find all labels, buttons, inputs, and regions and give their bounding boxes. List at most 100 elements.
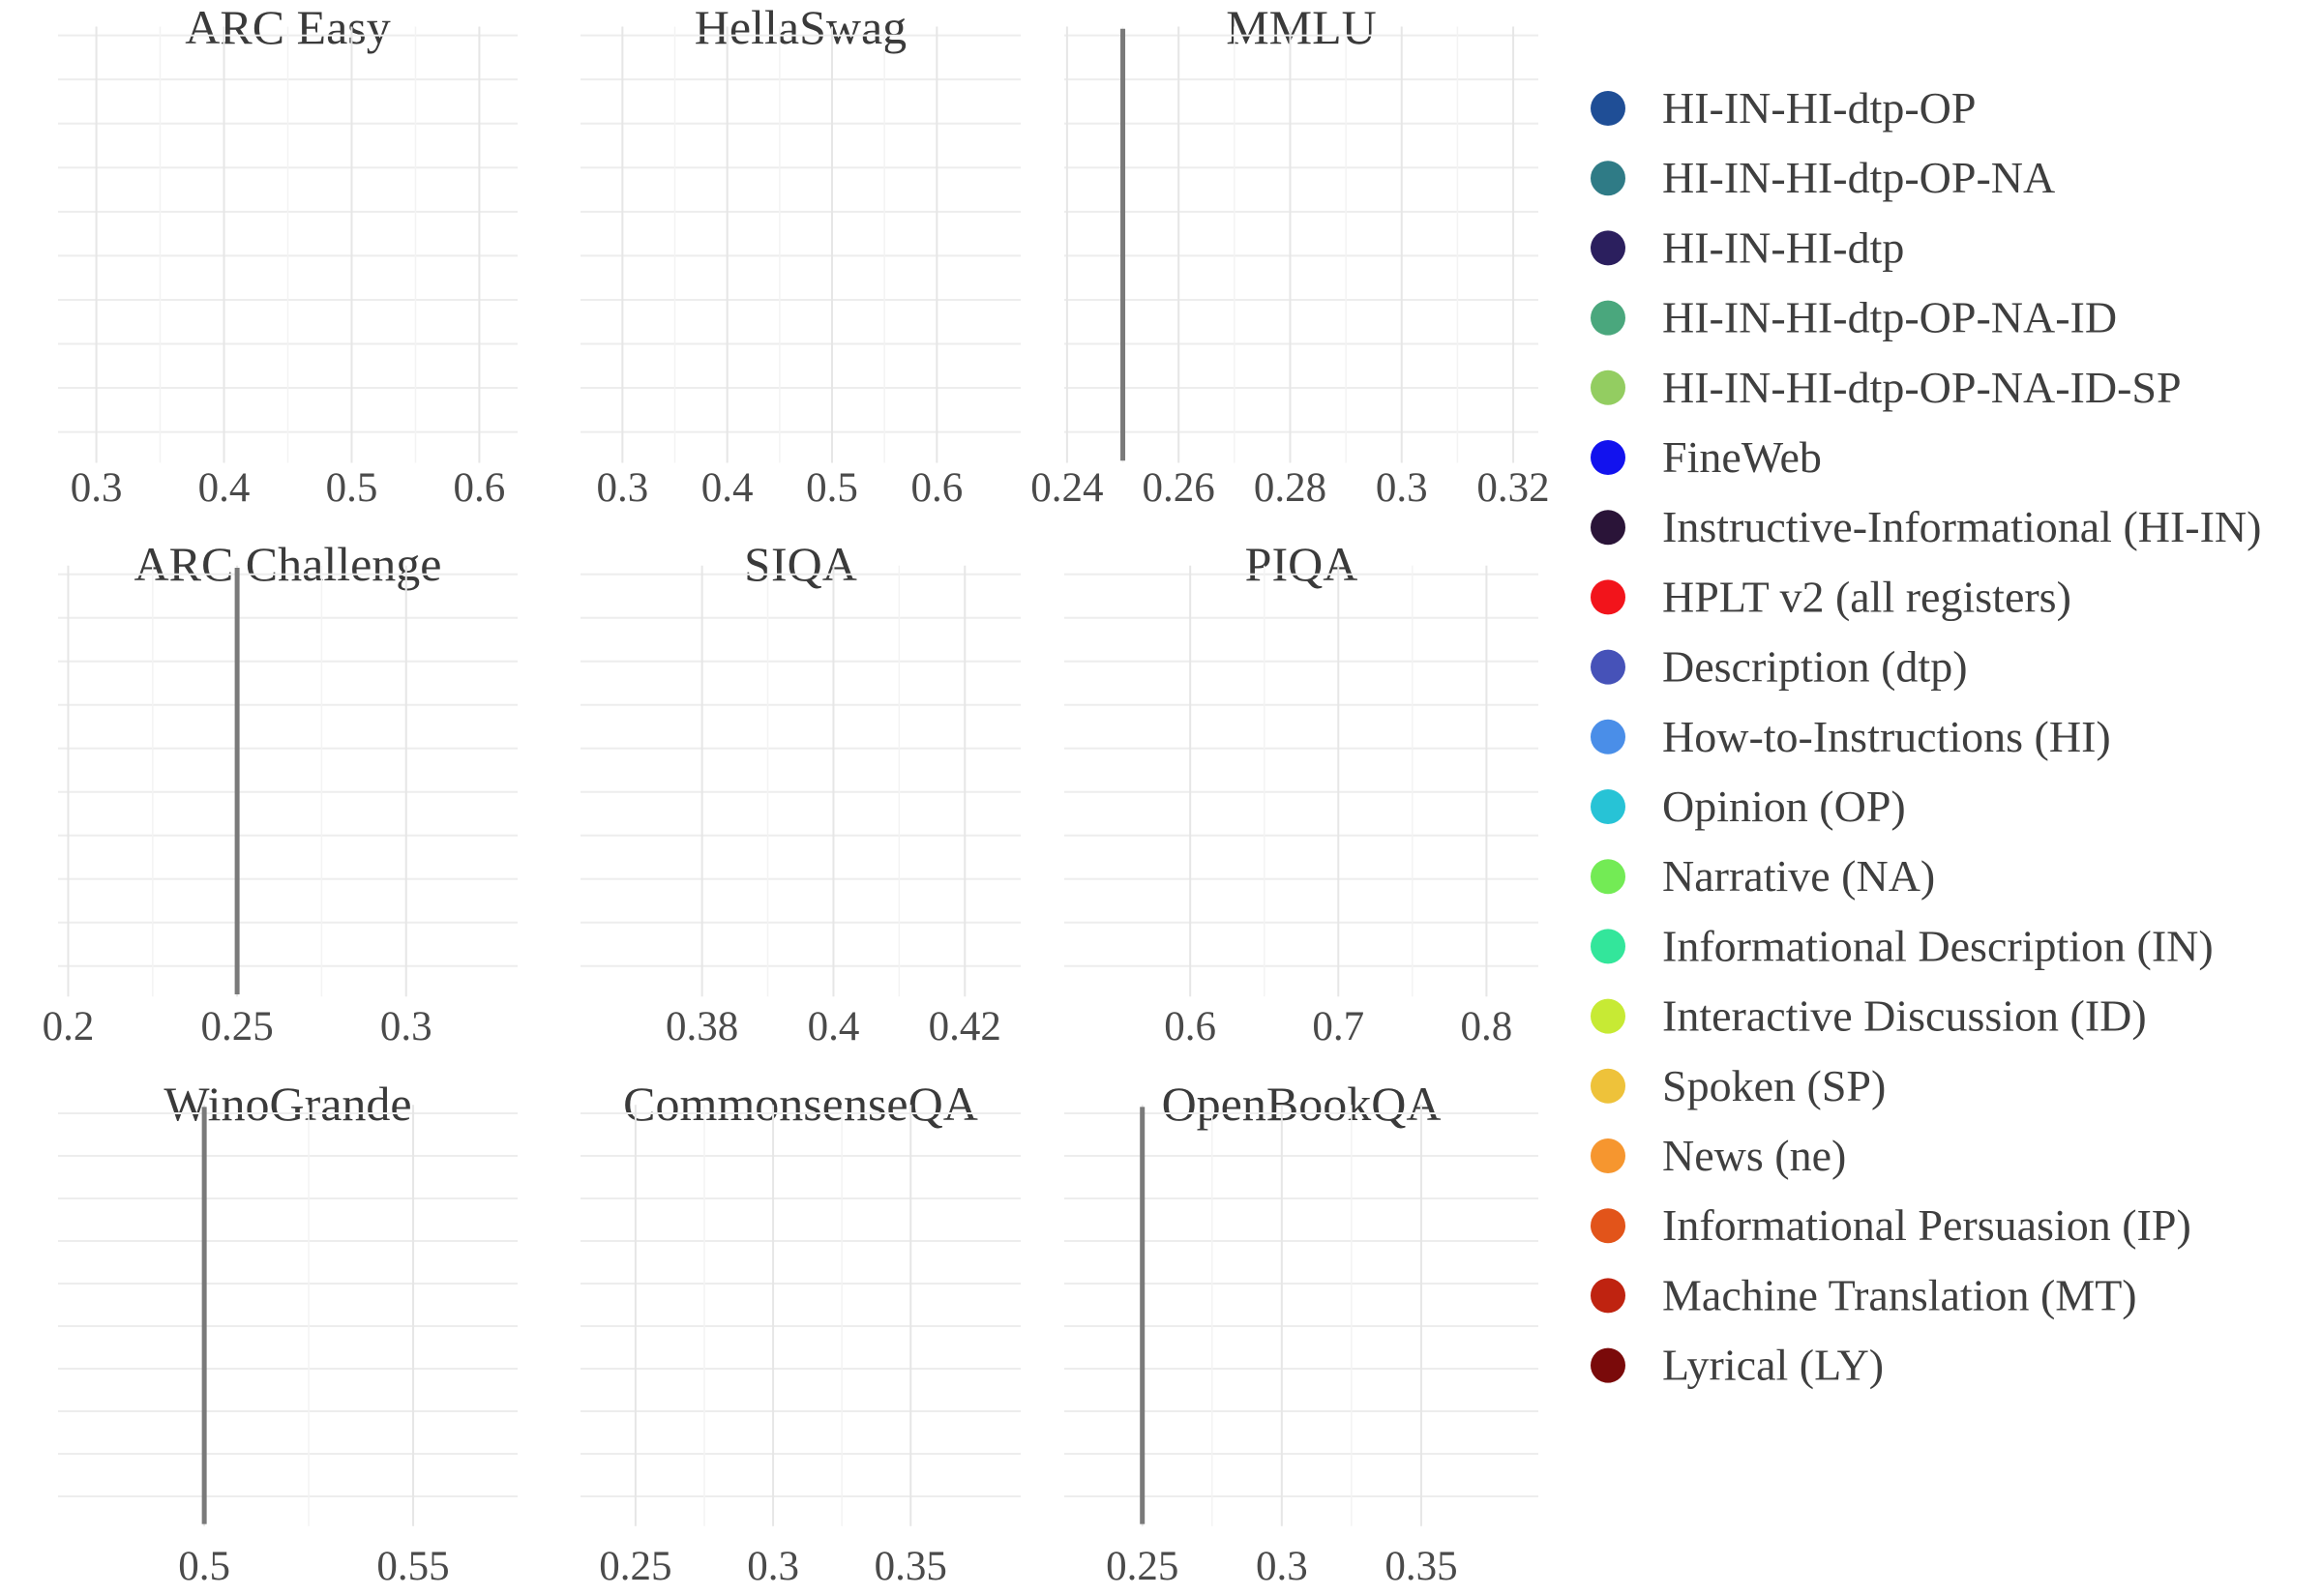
legend-item: HPLT v2 (all registers)	[1591, 572, 2071, 621]
legend-item: How-to-Instructions (HI)	[1591, 712, 2111, 761]
legend-item: HI-IN-HI-dtp-OP	[1591, 83, 1976, 133]
legend-item: HI-IN-HI-dtp-OP-NA-ID-SP	[1591, 363, 2182, 412]
legend-swatch	[1591, 510, 1625, 546]
legend-label: Opinion (OP)	[1662, 782, 1906, 831]
x-tick-label: 0.28	[1254, 465, 1326, 511]
legend-label: Narrative (NA)	[1662, 851, 1935, 901]
x-tick-label: 0.25	[599, 1544, 671, 1589]
legend-label: Spoken (SP)	[1662, 1061, 1886, 1110]
x-tick-label: 0.3	[71, 465, 123, 511]
legend-swatch	[1591, 929, 1625, 964]
legend-swatch	[1591, 230, 1625, 266]
x-tick-label: 0.3	[596, 465, 648, 511]
x-tick-label: 0.55	[376, 1544, 449, 1589]
legend-swatch	[1591, 1347, 1625, 1383]
x-tick-label: 0.4	[808, 1004, 860, 1049]
legend-label: HPLT v2 (all registers)	[1662, 572, 2071, 621]
x-tick-label: 0.6	[1164, 1004, 1216, 1049]
legend-item: Narrative (NA)	[1591, 851, 1935, 901]
legend-swatch	[1591, 579, 1625, 615]
legend-swatch	[1591, 1068, 1625, 1104]
x-tick-label: 0.5	[806, 465, 858, 511]
x-tick-label: 0.3	[747, 1544, 799, 1589]
legend-swatch	[1591, 789, 1625, 824]
legend-item: Interactive Discussion (ID)	[1591, 991, 2147, 1041]
x-tick-label: 0.4	[701, 465, 754, 511]
legend: HI-IN-HI-dtp-OP HI-IN-HI-dtp-OP-NA HI-IN-H…	[1591, 83, 2261, 1390]
x-tick-label: 0.7	[1312, 1004, 1364, 1049]
x-tick-label: 0.4	[198, 465, 251, 511]
x-tick-label: 0.2	[43, 1004, 95, 1049]
x-tick-label: 0.42	[929, 1004, 1001, 1049]
legend-item: Informational Persuasion (IP)	[1591, 1200, 2191, 1250]
legend-label: Lyrical (LY)	[1662, 1341, 1884, 1390]
legend-item: Spoken (SP)	[1591, 1061, 1886, 1110]
x-tick-label: 0.6	[910, 465, 963, 511]
legend-swatch	[1591, 91, 1625, 126]
legend-swatch	[1591, 1278, 1625, 1314]
legend-item: Description (dtp)	[1591, 642, 1968, 692]
legend-swatch	[1591, 161, 1625, 196]
legend-label: HI-IN-HI-dtp	[1662, 222, 1904, 272]
legend-swatch	[1591, 719, 1625, 754]
legend-label: Description (dtp)	[1662, 642, 1968, 692]
legend-swatch	[1591, 369, 1625, 405]
x-tick-label: 0.6	[454, 465, 506, 511]
legend-label: HI-IN-HI-dtp-OP	[1662, 83, 1976, 133]
x-tick-label: 0.35	[1384, 1544, 1457, 1589]
legend-item: News (ne)	[1591, 1131, 1846, 1180]
legend-swatch	[1591, 300, 1625, 336]
x-tick-label: 0.3	[1376, 465, 1428, 511]
legend-label: Informational Persuasion (IP)	[1662, 1200, 2191, 1250]
legend-item: Informational Description (IN)	[1591, 921, 2214, 970]
x-tick-label: 0.32	[1476, 465, 1549, 511]
x-tick-label: 0.35	[875, 1544, 947, 1589]
legend-swatch	[1591, 1138, 1625, 1173]
legend-item: Instructive-Informational (HI-IN)	[1591, 502, 2261, 551]
legend-swatch	[1591, 859, 1625, 895]
legend-item: Opinion (OP)	[1591, 782, 1906, 831]
legend-swatch	[1591, 1208, 1625, 1244]
legend-item: HI-IN-HI-dtp-OP-NA	[1591, 153, 2055, 202]
legend-item: Machine Translation (MT)	[1591, 1270, 2137, 1319]
legend-swatch	[1591, 440, 1625, 475]
legend-item: Lyrical (LY)	[1591, 1341, 1884, 1390]
legend-label: Instructive-Informational (HI-IN)	[1662, 502, 2261, 551]
x-tick-label: 0.5	[326, 465, 378, 511]
legend-label: HI-IN-HI-dtp-OP-NA-ID-SP	[1662, 363, 2182, 412]
legend-label: Interactive Discussion (ID)	[1662, 991, 2147, 1041]
x-tick-label: 0.8	[1461, 1004, 1513, 1049]
legend-label: Machine Translation (MT)	[1662, 1270, 2137, 1319]
legend-label: News (ne)	[1662, 1131, 1846, 1180]
x-tick-label: 0.25	[1106, 1544, 1178, 1589]
x-tick-label: 0.24	[1030, 465, 1103, 511]
legend-item: HI-IN-HI-dtp	[1591, 222, 1904, 272]
legend-label: How-to-Instructions (HI)	[1662, 712, 2111, 761]
x-tick-label: 0.3	[1256, 1544, 1308, 1589]
legend-label: FineWeb	[1662, 432, 1822, 482]
legend-label: Informational Description (IN)	[1662, 921, 2214, 970]
legend-item: FineWeb	[1591, 432, 1822, 482]
legend-label: HI-IN-HI-dtp-OP-NA	[1662, 153, 2055, 202]
legend-label: HI-IN-HI-dtp-OP-NA-ID	[1662, 293, 2117, 342]
x-tick-label: 0.26	[1143, 465, 1215, 511]
legend-swatch	[1591, 649, 1625, 685]
legend-swatch	[1591, 998, 1625, 1034]
x-tick-label: 0.3	[380, 1004, 432, 1049]
x-tick-label: 0.25	[200, 1004, 273, 1049]
x-tick-label: 0.38	[666, 1004, 738, 1049]
x-tick-label: 0.5	[178, 1544, 230, 1589]
legend-item: HI-IN-HI-dtp-OP-NA-ID	[1591, 293, 2117, 342]
